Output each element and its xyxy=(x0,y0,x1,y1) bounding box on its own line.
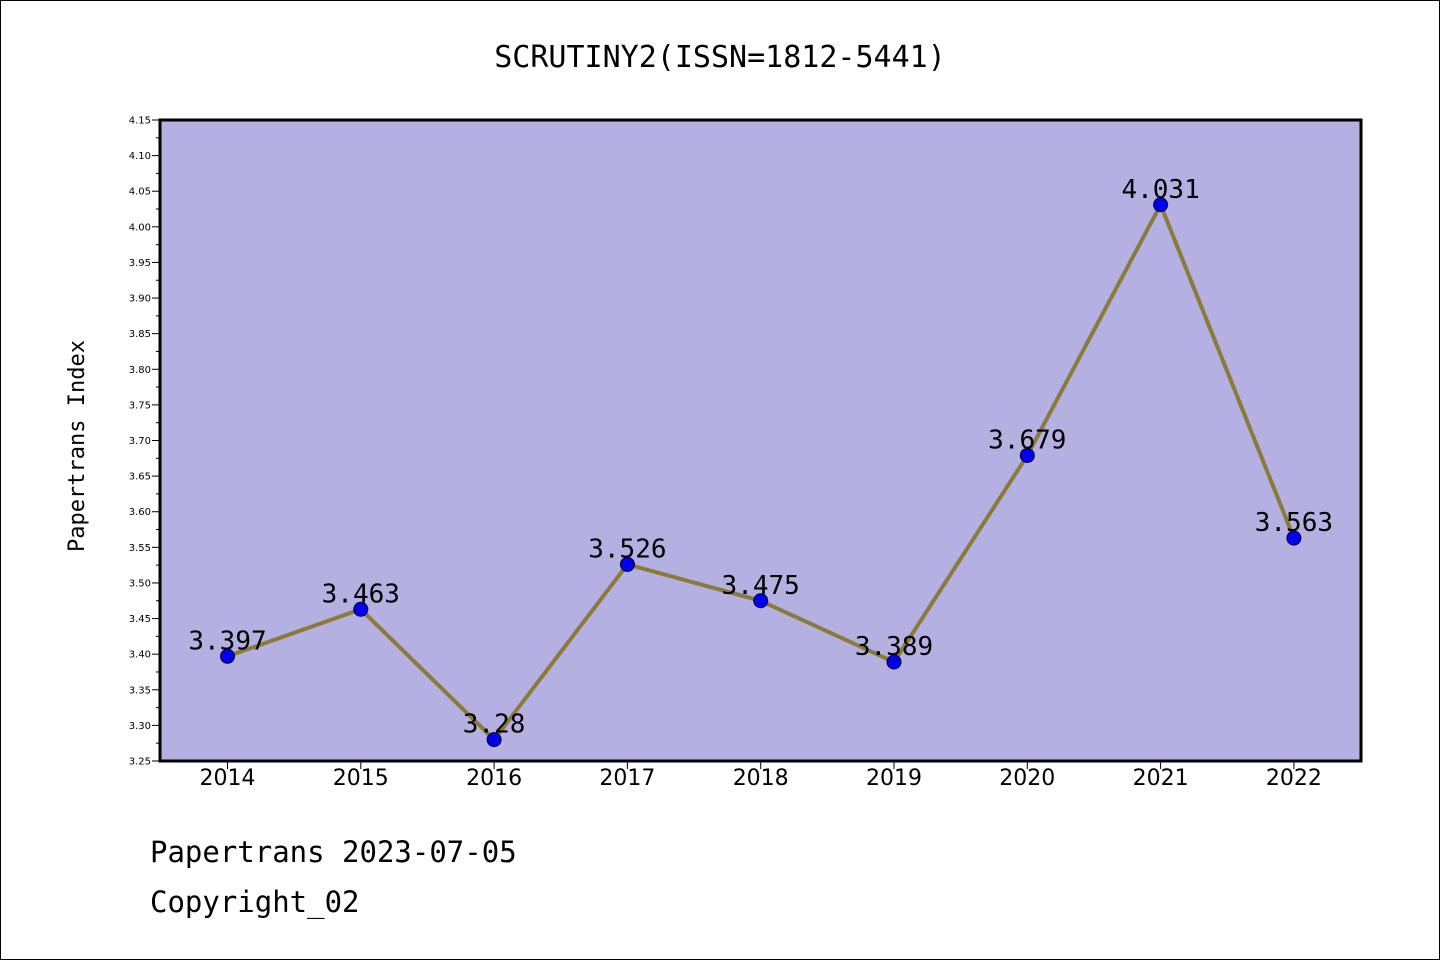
x-axis: 2014 2015 2016 2017 2018 2019 2020 2021 2022 xyxy=(200,761,1322,791)
chart-title: SCRUTINY2(ISSN=1812-5441) xyxy=(494,40,946,75)
x-tick-label: 2019 xyxy=(866,766,922,791)
data-point xyxy=(1019,447,1035,463)
y-tick-label: 4.15 xyxy=(129,116,151,127)
data-labels: 3.397 3.463 3.28 3.526 3.475 3.389 3.679 4.031 3… xyxy=(188,175,1333,740)
x-tick-label: 2014 xyxy=(200,766,256,791)
y-tick-label: 4.05 xyxy=(129,187,151,198)
data-label: 4.031 xyxy=(1121,175,1199,205)
y-tick-label: 3.90 xyxy=(129,294,151,305)
data-label: 3.526 xyxy=(588,534,666,564)
x-tick-label: 2022 xyxy=(1266,766,1322,791)
y-tick-label: 3.85 xyxy=(129,329,151,340)
x-tick-label: 2017 xyxy=(599,766,655,791)
data-point xyxy=(486,732,502,748)
plot-border xyxy=(158,118,1363,763)
x-tick-label: 2016 xyxy=(466,766,522,791)
y-tick-label: 3.60 xyxy=(129,507,151,518)
y-tick-label: 3.80 xyxy=(129,365,151,376)
y-tick-label: 4.00 xyxy=(129,222,151,233)
y-tick-label: 4.10 xyxy=(129,151,151,162)
y-tick-label: 3.55 xyxy=(129,543,151,554)
data-markers xyxy=(220,197,1302,748)
y-tick-label: 3.70 xyxy=(129,436,151,447)
data-point xyxy=(753,593,769,609)
data-point xyxy=(353,601,369,617)
data-label: 3.28 xyxy=(463,710,526,740)
x-tick-label: 2015 xyxy=(333,766,389,791)
y-tick-label: 3.35 xyxy=(129,685,151,696)
x-tick-label: 2020 xyxy=(999,766,1055,791)
data-label: 3.463 xyxy=(322,579,400,609)
data-label: 3.563 xyxy=(1255,508,1333,538)
data-point xyxy=(1153,197,1169,213)
y-tick-label: 3.45 xyxy=(129,614,151,625)
y-tick-label: 3.50 xyxy=(129,578,151,589)
y-axis: 3.25 3.30 3.35 3.40 3.45 3.50 3.55 3.60 3.65 3.70… xyxy=(129,116,160,768)
data-label: 3.397 xyxy=(188,626,266,656)
y-tick-label: 3.95 xyxy=(129,258,151,269)
footer-copyright: Copyright_02 xyxy=(150,885,360,919)
data-label: 3.475 xyxy=(722,571,800,601)
x-tick-label: 2021 xyxy=(1133,766,1189,791)
data-point xyxy=(886,654,902,670)
plot-area xyxy=(160,120,1361,761)
x-tick-label: 2018 xyxy=(733,766,789,791)
y-axis-label: Papertrans Index xyxy=(65,340,90,552)
data-label: 3.679 xyxy=(988,425,1066,455)
y-tick-label: 3.25 xyxy=(129,757,151,768)
y-tick-label: 3.65 xyxy=(129,472,151,483)
data-point xyxy=(619,556,635,572)
footer-date: Papertrans 2023-07-05 xyxy=(150,835,517,869)
data-point xyxy=(1286,530,1302,546)
y-tick-label: 3.75 xyxy=(129,400,151,411)
y-tick-label: 3.30 xyxy=(129,721,151,732)
data-label: 3.389 xyxy=(855,632,933,662)
data-point xyxy=(220,648,235,664)
y-tick-label: 3.40 xyxy=(129,650,151,661)
